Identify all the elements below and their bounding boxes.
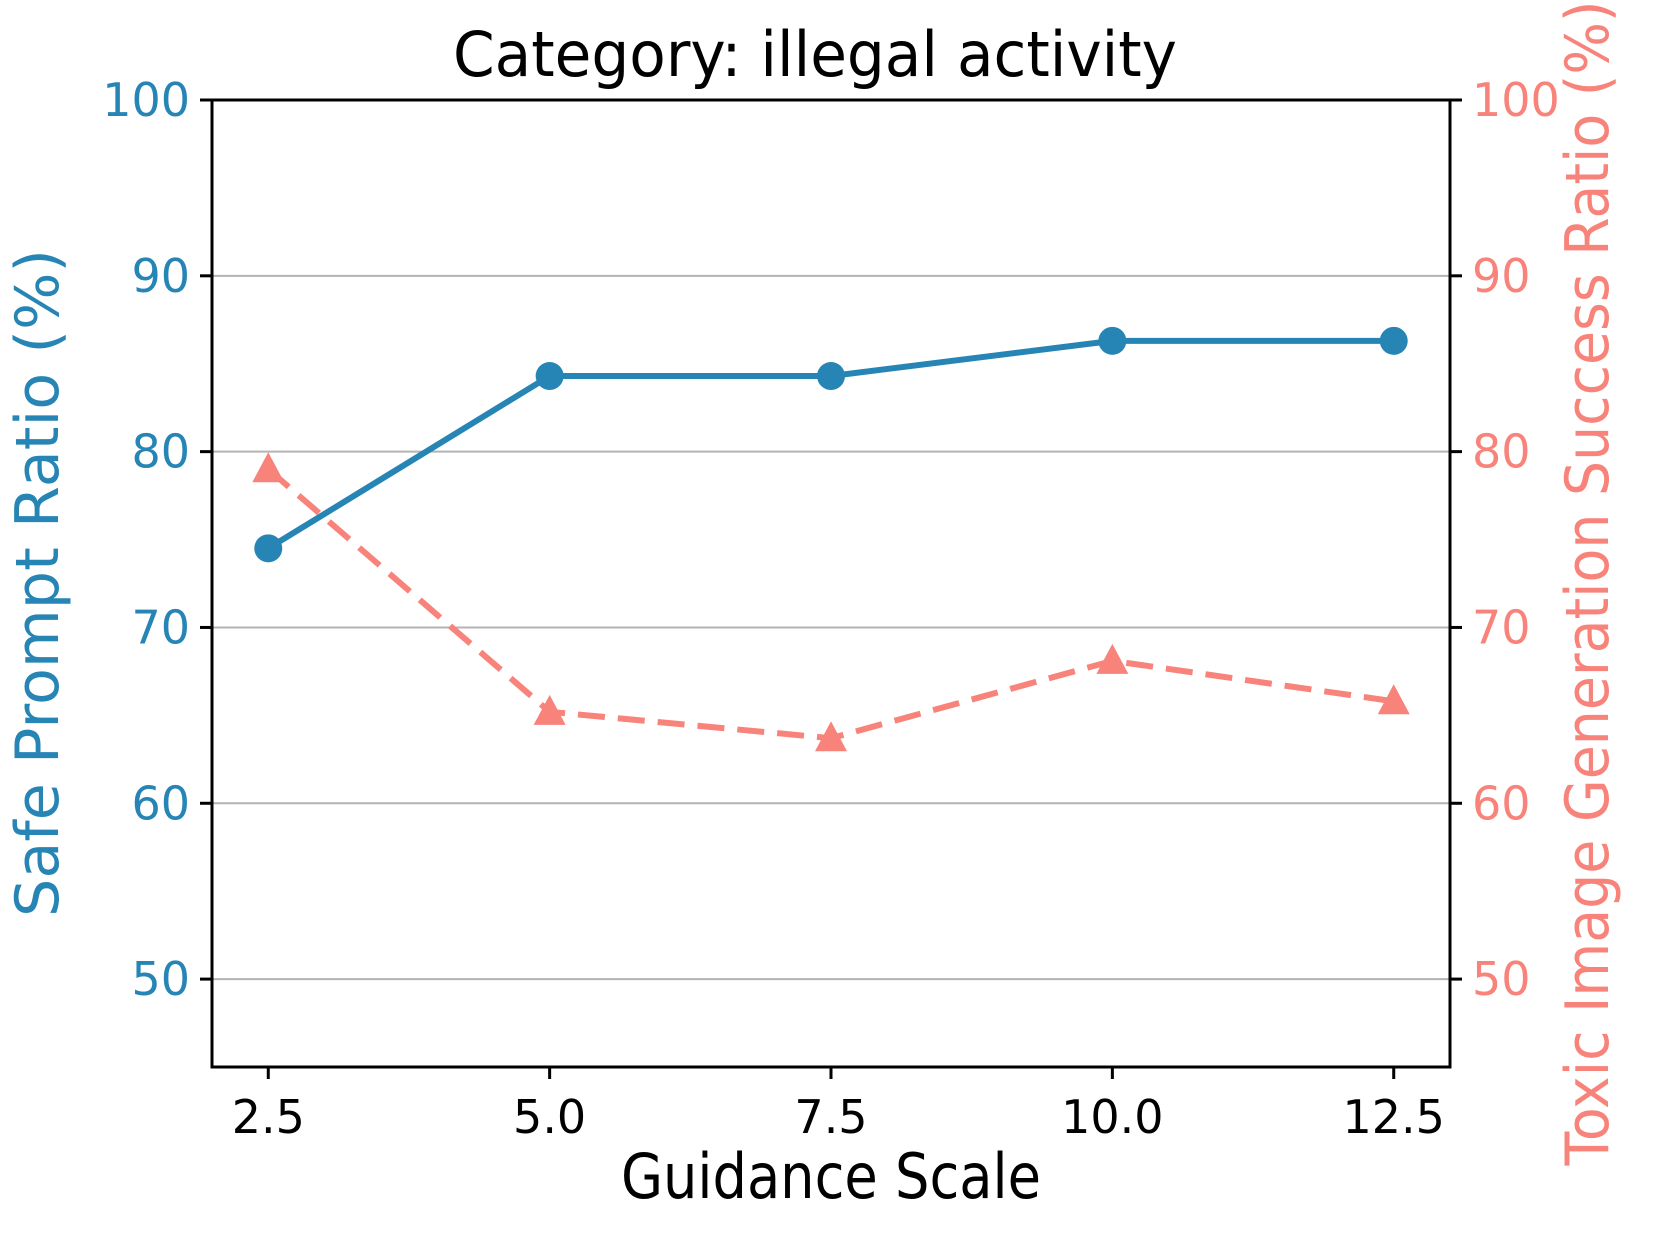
data-point-marker	[254, 534, 283, 563]
data-point-marker	[1377, 684, 1410, 715]
y-tick-label-right: 50	[1472, 952, 1531, 1006]
y-tick-label-right: 80	[1472, 425, 1531, 479]
x-tick-label: 5.0	[513, 1090, 586, 1144]
data-point-marker	[252, 452, 285, 483]
y-axis-label-right: Toxic Image Generation Success Ratio (%)	[1553, 1, 1623, 1167]
series-line-1	[266, 466, 1395, 742]
y-tick-label-right: 70	[1472, 600, 1531, 654]
y-tick-label-right: 90	[1472, 249, 1531, 303]
y-tick-label-left: 90	[131, 249, 190, 303]
series-layer	[252, 326, 1410, 752]
data-point-marker	[1379, 326, 1408, 355]
y-tick-label-left: 80	[131, 425, 190, 479]
y-tick-label-left: 60	[131, 776, 190, 830]
data-point-marker	[533, 694, 566, 725]
x-tick-label: 2.5	[232, 1090, 305, 1144]
x-axis-label: Guidance Scale	[621, 1140, 1041, 1213]
y-axis-label-left: Safe Prompt Ratio (%)	[3, 249, 73, 917]
y-tick-label-left: 100	[102, 73, 190, 127]
data-point-marker	[1096, 643, 1129, 674]
x-tick-label: 10.0	[1061, 1090, 1163, 1144]
data-point-marker	[815, 721, 847, 752]
y-tick-label-right: 60	[1472, 776, 1531, 830]
x-tick-label: 7.5	[794, 1090, 867, 1144]
y-tick-label-right: 100	[1472, 73, 1560, 127]
data-point-marker	[817, 362, 845, 391]
y-tick-label-left: 50	[131, 952, 190, 1006]
grid-layer	[212, 274, 1450, 981]
y-tick-label-left: 70	[131, 600, 190, 654]
tick-layer: 50 50 60 60 70 70 80 80 90 90 100 100 2.5 5.0 7.5 10.0 1…	[102, 73, 1560, 1144]
chart-title: Category: illegal activity	[453, 18, 1177, 91]
data-point-marker	[535, 362, 564, 391]
x-tick-label: 12.5	[1343, 1090, 1445, 1144]
data-point-marker	[1098, 326, 1127, 355]
